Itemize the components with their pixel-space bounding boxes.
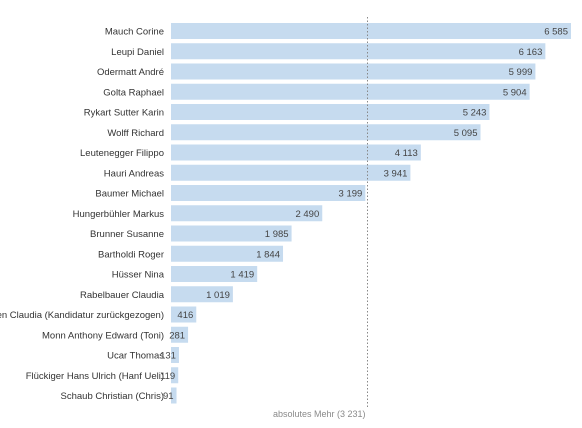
bars-group: Mauch Corine 6 585 Leupi Daniel 6 163 Oderma…	[0, 23, 571, 404]
category-label: Schaub Christian (Chris)	[61, 391, 164, 402]
category-label: Baumer Michael	[95, 189, 164, 200]
bar	[171, 104, 490, 120]
value-label: 5 095	[454, 128, 478, 139]
value-label: 1 985	[265, 229, 289, 240]
bar	[171, 306, 197, 323]
bar	[171, 387, 177, 404]
category-label: Monn Anthony Edward (Toni)	[42, 330, 164, 341]
bar	[171, 164, 411, 181]
value-label: 1 844	[256, 249, 280, 260]
bar	[171, 266, 258, 282]
category-label: Leutenegger Filippo	[80, 148, 164, 159]
value-label: 119	[160, 371, 175, 382]
value-label: 5 243	[463, 108, 487, 119]
bar	[171, 367, 179, 384]
bar	[171, 205, 323, 222]
bar	[171, 245, 284, 262]
bar	[171, 23, 571, 39]
value-label: 281	[169, 330, 185, 341]
category-label: Bartholdi Roger	[98, 249, 164, 260]
value-label: 4 113	[395, 148, 418, 159]
category-label: Flückiger Hans Ulrich (Hanf Ueli)	[26, 371, 164, 382]
category-label: Mauch Corine	[105, 27, 164, 38]
category-label: Hüsser Nina	[112, 270, 165, 281]
bar	[171, 144, 421, 161]
value-label: 6 585	[544, 27, 568, 38]
category-label: Hungerbühler Markus	[73, 209, 165, 220]
category-label: Golta Raphael	[103, 87, 164, 98]
category-label: Brunner Susanne	[90, 229, 164, 240]
value-label: 5 999	[509, 67, 533, 78]
category-label: Rykart Sutter Karin	[84, 108, 164, 119]
value-label: 1 019	[206, 290, 230, 301]
bar	[171, 347, 179, 363]
value-label: 6 163	[519, 47, 543, 58]
category-label: Leupi Daniel	[111, 47, 164, 58]
category-label: Hauri Andreas	[104, 168, 164, 179]
value-label: 3 199	[339, 189, 363, 200]
value-label: 1 419	[230, 270, 254, 281]
value-label: 91	[163, 391, 174, 402]
bar	[171, 286, 233, 303]
threshold-label: absolutes Mehr (3 231)	[273, 409, 366, 419]
value-label: 5 904	[503, 87, 527, 98]
value-label: 3 941	[384, 168, 408, 179]
bar	[171, 63, 536, 80]
category-label: Rabelbauer Claudia	[80, 290, 165, 301]
value-label: 131	[160, 351, 176, 362]
bar	[171, 326, 189, 343]
category-label: Nielsen Claudia (Kandidatur zurückgezoge…	[0, 310, 164, 321]
bar	[171, 124, 481, 141]
bar	[171, 43, 546, 60]
value-label: 416	[177, 310, 193, 321]
bar	[171, 185, 366, 201]
category-label: Ucar Thomas	[107, 351, 164, 362]
category-label: Wolff Richard	[107, 128, 164, 139]
category-label: Odermatt André	[97, 67, 164, 78]
bar	[171, 225, 292, 242]
bar	[171, 83, 530, 100]
value-label: 2 490	[295, 209, 319, 220]
